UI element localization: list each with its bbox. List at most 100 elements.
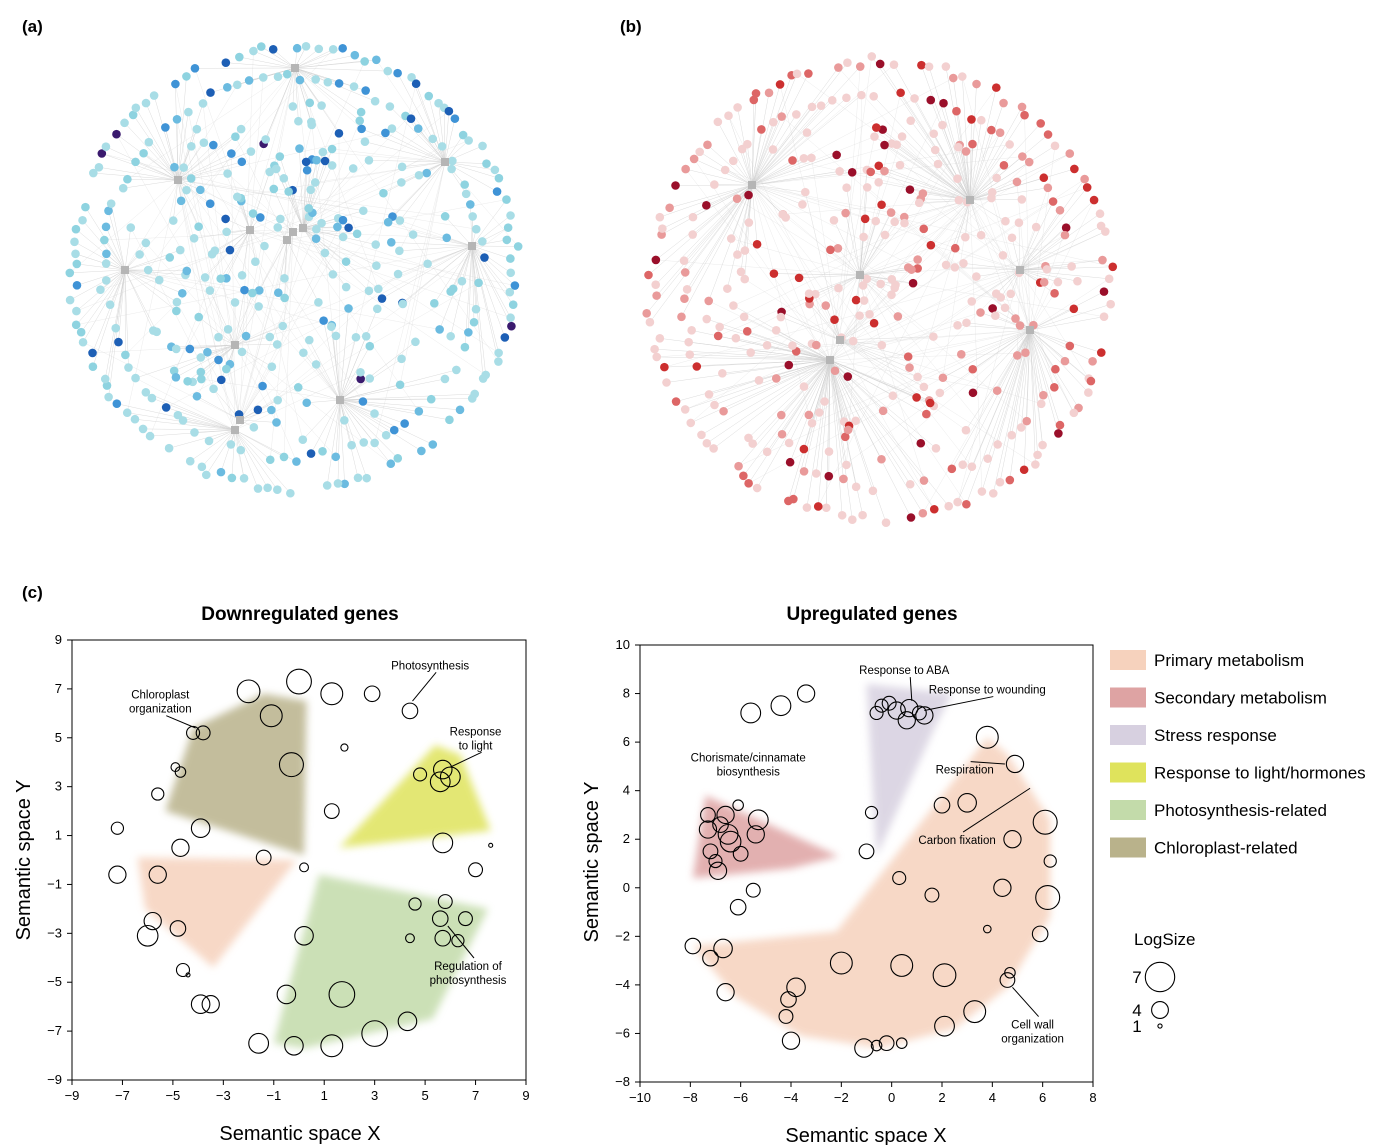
network-b-edge [751,116,782,186]
network-b-node [889,60,899,69]
network-a-node [197,462,207,472]
network-a-edge [204,229,251,278]
network-a-node [295,75,305,85]
network-a-edge [108,210,126,271]
network-b-edge [717,121,753,186]
network-a-node [292,457,301,466]
network-a-node [293,383,303,392]
network-a-node [450,114,460,123]
network-b-edge [859,95,862,276]
network-b-edge [751,64,895,186]
network-a-node [288,102,298,111]
down-term-bubble [136,924,159,947]
down-ytick-label: 7 [55,681,62,696]
network-a-edge [188,112,236,346]
network-a-edge [231,429,236,478]
network-b-node [736,267,746,277]
network-a-node [152,327,161,337]
network-b-node [953,174,962,183]
network-b-edge [690,274,861,424]
legend-label: Photosynthesis-related [1154,801,1327,820]
network-a-node [183,376,192,386]
down-title: Downregulated genes [201,604,398,625]
up-xlabel: Semantic space X [785,1125,946,1145]
up-term-bubble [1035,884,1061,911]
network-b-node [751,89,761,98]
up-xtick-label: −2 [834,1090,849,1105]
network-a-node [338,43,347,53]
network-a-nodes [65,42,523,498]
network-a-node [71,320,81,330]
network-a-edge [177,179,211,204]
network-a-node [344,304,353,313]
network-b-edge [1019,269,1055,388]
network-a-node [327,322,336,332]
network-b-node [890,217,899,227]
network-a-node [172,297,182,307]
network-b-edge [752,359,831,444]
network-a-edge [239,236,344,421]
network-a-node [124,363,133,372]
network-b-node [1005,475,1015,485]
network-b-node [811,469,821,478]
network-a-node [381,128,390,138]
network-a-edge [331,326,341,401]
network-b-node [682,285,692,294]
network-b-node [913,255,922,264]
network-a-node [100,374,110,384]
network-a-node [192,124,202,134]
network-b-node [1096,348,1106,357]
network-a-node [235,52,244,62]
network-b-node [1016,423,1026,432]
network-a-node [265,332,275,342]
down-term-bubble [169,920,187,937]
network-b-hub [826,356,834,364]
up-ylabel: Semantic space Y [581,782,603,943]
network-a-edge [104,239,126,271]
network-b-edge [684,184,753,299]
network-a-node [319,316,328,325]
network-a-node [357,124,366,134]
network-b-edge [692,184,753,218]
down-term-bubble [190,818,211,839]
network-a-node [372,261,381,270]
up-term-bubble [740,702,762,724]
network-a-node [214,355,223,365]
size-legend-circle [1144,961,1176,993]
network-a-node [164,443,174,453]
network-b-edge [969,187,1048,201]
network-a-edge [388,222,473,247]
network-b-edge [766,359,831,452]
network-b-edge [959,144,1031,331]
network-a-node [232,192,242,202]
network-a-edge [177,153,232,181]
network-b-node [962,318,971,328]
network-b-edge [748,184,753,223]
network-b-edge [996,329,1031,391]
network-a-edge [116,134,179,181]
network-b-node [728,156,738,166]
network-a-edge [361,128,446,163]
network-b-node [875,59,885,69]
network-b-edge [751,184,1027,422]
network-b-node [874,177,883,187]
network-a-edge [383,161,446,194]
legend-swatch [1110,650,1146,670]
network-a-edge [335,399,341,457]
network-b-edge [803,359,831,450]
up-ytick-label: 2 [623,831,630,846]
network-b-node [914,198,924,208]
network-a-edge [418,128,446,163]
network-b-node [785,457,795,467]
network-b-edge [870,171,971,201]
network-b-node [843,425,853,435]
network-a-node [200,273,210,282]
up-term-bubble [932,963,957,988]
network-a-node [221,214,230,224]
network-a-edge [471,245,511,259]
network-a-hub [246,226,254,234]
network-a-node [417,446,426,456]
network-b-edge [969,144,1010,201]
network-a-edge [471,239,507,247]
network-a-edge [174,167,341,401]
